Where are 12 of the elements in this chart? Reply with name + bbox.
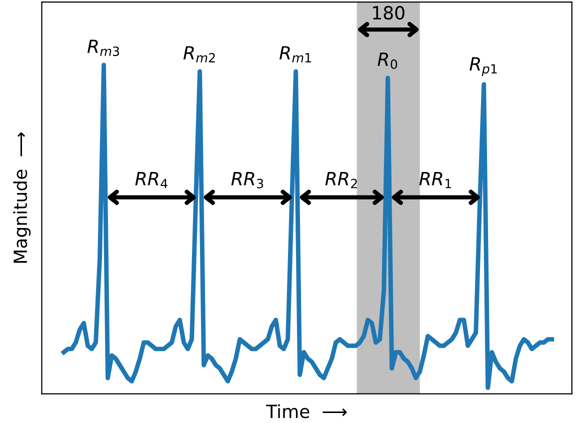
annotation: RR$_{4}$ [135, 172, 168, 188]
y-axis-title: Magnitude ⟶ [13, 132, 31, 263]
annotation: R$_{p1}$ [470, 57, 497, 76]
text: R$_{m3}$ [87, 40, 120, 56]
x-axis-title: Time ⟶ [266, 404, 347, 418]
text: R$_{m2}$ [183, 46, 215, 62]
text: 180 [373, 6, 404, 20]
annotation: RR$_{1}$ [419, 172, 452, 188]
text: R$_{m1}$ [280, 46, 311, 62]
annotation: R$_{0}$ [378, 52, 398, 69]
annotation: RR$_{2}$ [325, 172, 357, 188]
annotation: RR$_{3}$ [231, 172, 264, 188]
